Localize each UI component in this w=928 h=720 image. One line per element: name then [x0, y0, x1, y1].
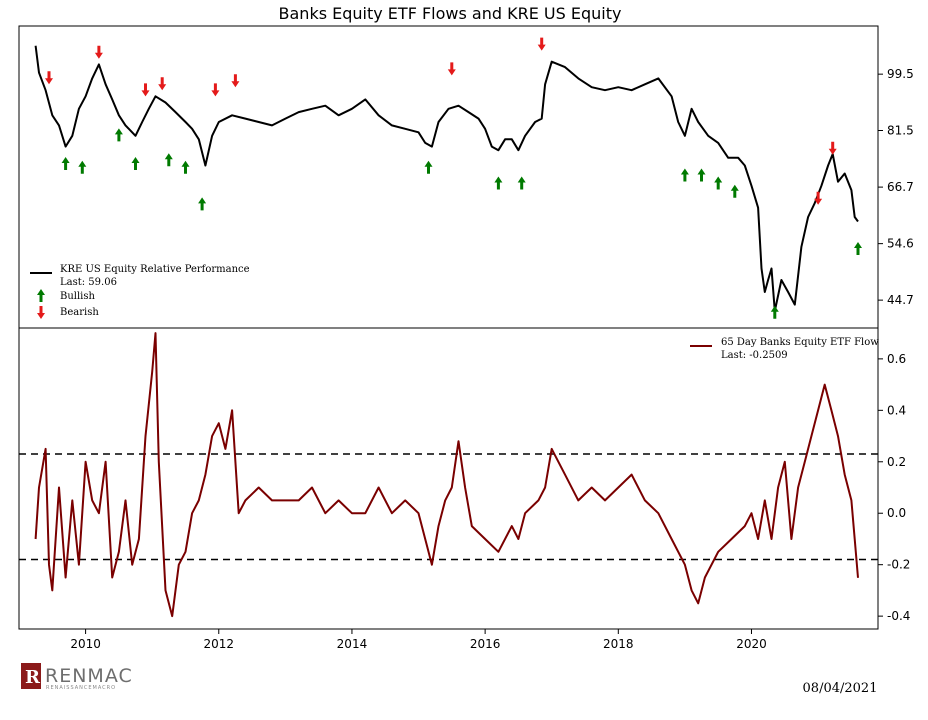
x-tick-label: 2014 [337, 637, 368, 651]
bullish-arrow-icon [114, 128, 123, 142]
report-date: 08/04/2021 [803, 681, 878, 696]
bottom-y-tick-label: 0.0 [887, 506, 906, 520]
bullish-arrow-icon [854, 242, 862, 255]
logo-text: RENMAC [45, 665, 133, 687]
top-y-tick-label: 54.6 [887, 237, 914, 251]
legend-bullish-arrow-icon [37, 289, 45, 302]
bearish-arrow-icon [537, 37, 546, 51]
x-tick-label: 2018 [603, 637, 634, 651]
renmac-logo: R RENMAC RENAISSANCEMACRO [21, 663, 133, 691]
bearish-arrow-icon [45, 71, 53, 85]
bottom-legend: 65 Day Banks Equity ETF Flow Last: -0.25… [690, 337, 879, 361]
chart-title: Banks Equity ETF Flows and KRE US Equity [279, 4, 622, 23]
top-y-tick-label: 66.7 [887, 180, 914, 194]
bullish-arrow-icon [131, 157, 140, 170]
x-tick-label: 2010 [70, 637, 101, 651]
top-panel: 44.7 54.6 66.7 81.5 99.5 [34, 37, 914, 319]
bullish-arrow-icon [714, 176, 723, 190]
bullish-arrow-icon [78, 160, 87, 174]
legend-top-last: Last: 59.06 [60, 277, 117, 288]
bearish-arrow-icon [231, 74, 240, 88]
bearish-arrow-icon [141, 83, 150, 97]
kre-performance-line [34, 45, 859, 313]
bullish-arrow-icon [770, 305, 779, 319]
bullish-arrow-icon [730, 184, 739, 198]
bottom-panel-frame [18, 327, 879, 630]
bearish-arrow-icon [94, 45, 103, 59]
bearish-arrow-icon [158, 77, 167, 91]
bullish-arrow-icon [61, 157, 70, 170]
bottom-y-tick-label: -0.2 [887, 558, 910, 572]
top-legend: KRE US Equity Relative Performance Last:… [30, 264, 250, 319]
bearish-arrow-icon [211, 83, 220, 97]
x-axis: 2010 2012 2014 2016 2018 2020 [70, 629, 767, 651]
x-tick-label: 2016 [470, 637, 501, 651]
bullish-arrow-icon [198, 197, 207, 211]
bottom-panel: -0.4 -0.2 0.0 0.2 0.4 0.6 [19, 332, 910, 623]
legend-top-label: KRE US Equity Relative Performance [60, 264, 250, 275]
etf-flow-line [34, 332, 859, 618]
svg-text:R: R [25, 667, 41, 688]
bullish-arrow-icon [697, 168, 706, 182]
top-y-tick-label: 81.5 [887, 124, 914, 138]
legend-bearish-label: Bearish [60, 307, 99, 318]
top-y-tick-label: 44.7 [887, 293, 914, 307]
bullish-arrow-icon [164, 153, 173, 167]
bearish-arrow-icon [828, 141, 837, 155]
legend-bottom-last: Last: -0.2509 [721, 350, 788, 361]
x-tick-label: 2020 [736, 637, 767, 651]
bullish-arrow-icon [517, 176, 526, 190]
bearish-arrow-icon [814, 191, 823, 205]
bullish-arrow-icon [181, 160, 190, 174]
top-y-tick-label: 99.5 [887, 67, 914, 81]
legend-bullish-label: Bullish [60, 291, 96, 302]
bullish-arrow-icon [680, 168, 689, 182]
bottom-y-tick-label: 0.2 [887, 455, 906, 469]
bearish-arrow-icon [447, 62, 456, 76]
logo-subtext: RENAISSANCEMACRO [46, 685, 116, 691]
bullish-arrow-icon [424, 160, 433, 174]
bottom-y-tick-label: -0.4 [887, 609, 910, 623]
legend-bottom-label: 65 Day Banks Equity ETF Flow [721, 337, 879, 348]
bottom-y-tick-label: 0.4 [887, 403, 906, 417]
bottom-y-tick-label: 0.6 [887, 352, 906, 366]
legend-bearish-arrow-icon [37, 306, 45, 319]
bullish-arrow-icon [494, 176, 503, 190]
logo-mark-icon [21, 663, 41, 689]
x-tick-label: 2012 [203, 637, 234, 651]
